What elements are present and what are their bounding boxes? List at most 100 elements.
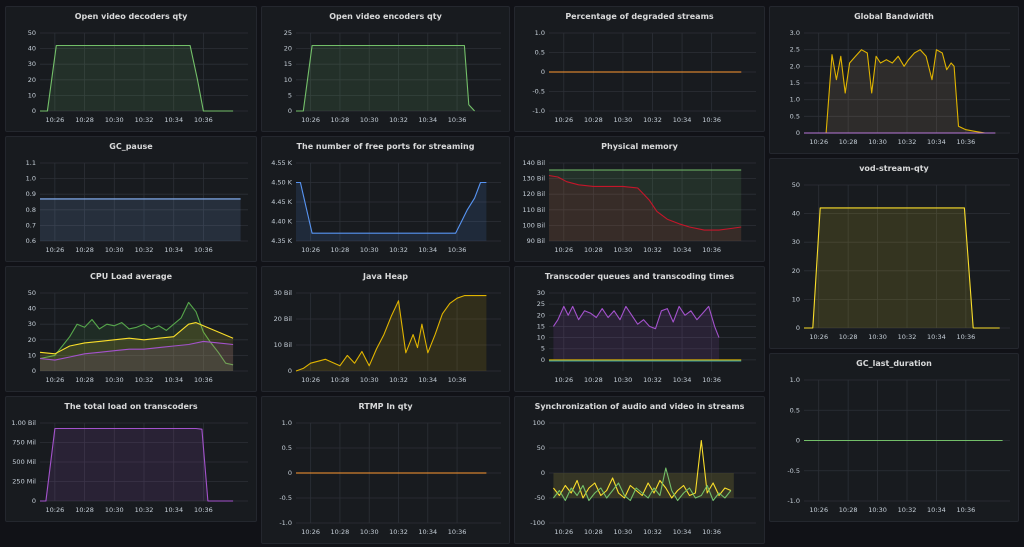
- panel-cpu-load[interactable]: CPU Load average 0 10 20 30 40 50 10:26 10:28 10…: [5, 266, 257, 392]
- y-tick-label: 4.45 K: [271, 198, 293, 206]
- y-tick-label: 20: [537, 311, 545, 319]
- y-tick-label: 0: [32, 367, 36, 375]
- panel-degraded-streams[interactable]: Percentage of degraded streams -1.0 -0.5 0…: [514, 6, 765, 132]
- panel-vod-stream-qty[interactable]: vod-stream-qty 0 10 20 30 40 50 10:26 10:28 10:3…: [769, 158, 1019, 349]
- y-tick-label: 0: [541, 356, 545, 364]
- x-tick-label: 10:26: [45, 376, 64, 384]
- x-tick-label: 10:36: [448, 528, 467, 536]
- y-tick-label: 20 Bil: [274, 315, 293, 323]
- panel-physical-memory[interactable]: Physical memory 90 Bil 100 Bil 110 Bil 120 …: [514, 136, 765, 262]
- y-tick-label: 50: [537, 444, 545, 452]
- y-tick-label: 4.55 K: [271, 159, 293, 167]
- x-tick-label: 10:26: [809, 333, 828, 341]
- x-tick-label: 10:28: [584, 116, 603, 124]
- y-tick-label: 25: [284, 29, 292, 37]
- chart-svg: 90 Bil 100 Bil 110 Bil 120 Bil 130 Bil 140 Bi…: [522, 159, 756, 254]
- x-tick-label: 10:34: [164, 506, 183, 514]
- x-tick-label: 10:26: [45, 116, 64, 124]
- y-tick-label: 130 Bil: [522, 175, 545, 183]
- y-tick-label: 30 Bil: [274, 289, 293, 297]
- series-line-0: [552, 305, 720, 338]
- panel-open-video-decoders[interactable]: Open video decoders qty 0 10 20 30 40 50 10:26…: [5, 6, 257, 132]
- y-tick-label: 40: [28, 45, 36, 53]
- x-tick-label: 10:28: [331, 116, 350, 124]
- y-tick-label: 30: [28, 320, 36, 328]
- y-tick-label: 15: [284, 60, 292, 68]
- x-tick-label: 10:26: [554, 116, 573, 124]
- x-tick-label: 10:36: [702, 528, 721, 536]
- panel-gc-last-duration[interactable]: GC_last_duration -1.0 -0.5 0 0.5 1.0 10:26 10:…: [769, 353, 1019, 522]
- y-tick-label: 110 Bil: [522, 206, 545, 214]
- chart-svg: -1.0 -0.5 0 0.5 1.0 10:26 10:28 10:30 10:32 10:34…: [787, 376, 1010, 514]
- y-tick-label: 0.7: [26, 221, 36, 229]
- x-tick-label: 10:26: [809, 506, 828, 514]
- y-tick-label: 30: [28, 60, 36, 68]
- chart-svg: -100 -50 0 50 100 10:26 10:28 10:30 10:32 10:34 10…: [530, 419, 756, 536]
- y-tick-label: 0: [796, 437, 800, 445]
- x-tick-label: 10:34: [927, 138, 946, 146]
- x-tick-label: 10:28: [75, 506, 94, 514]
- panel-open-video-encoders[interactable]: Open video encoders qty 0 5 10 15 20 25 10:26 1…: [261, 6, 510, 132]
- panel-transcoder-queues[interactable]: Transcoder queues and transcoding times …: [514, 266, 765, 392]
- series-line-0: [296, 181, 487, 234]
- y-tick-label: 120 Bil: [522, 190, 545, 198]
- y-tick-label: 10: [28, 351, 36, 359]
- x-tick-label: 10:30: [360, 246, 379, 254]
- y-tick-label: -0.5: [787, 467, 800, 475]
- x-tick-label: 10:34: [418, 116, 437, 124]
- panel-title: The number of free ports for streaming: [296, 142, 475, 151]
- series-line-0: [295, 295, 487, 372]
- panel-total-load-transcoders[interactable]: The total load on transcoders 0 250 Mil 50…: [5, 396, 257, 522]
- panel-global-bandwidth[interactable]: Global Bandwidth 0 0.5 1.0 1.5 2.0 2.5 3.0 10:2…: [769, 6, 1019, 154]
- y-tick-label: 250 Mil: [12, 478, 36, 486]
- y-tick-label: 5: [288, 91, 292, 99]
- y-tick-label: 100 Bil: [522, 221, 545, 229]
- y-tick-label: 1.00 Bil: [11, 419, 36, 427]
- panel-title: GC_last_duration: [856, 359, 932, 368]
- chart-svg: 0 250 Mil 500 Mil 750 Mil 1.00 Bil 10:26 10:28…: [11, 419, 248, 514]
- panel-title: RTMP In qty: [358, 402, 413, 411]
- y-tick-label: 50: [28, 289, 36, 297]
- x-tick-label: 10:34: [164, 376, 183, 384]
- x-tick-label: 10:30: [105, 116, 124, 124]
- panel-rtmp-in-qty[interactable]: RTMP In qty -1.0 -0.5 0 0.5 1.0 10:26 10:28 10:…: [261, 396, 510, 544]
- x-tick-label: 10:34: [673, 246, 692, 254]
- y-tick-label: 0.5: [535, 49, 545, 57]
- panel-title: CPU Load average: [89, 272, 173, 281]
- panel-java-heap[interactable]: Java Heap 0 10 Bil 20 Bil 30 Bil 10:26 10:28 1…: [261, 266, 510, 392]
- series-area-0: [553, 306, 719, 360]
- series-line-0: [40, 427, 234, 502]
- x-tick-label: 10:30: [614, 246, 633, 254]
- x-tick-label: 10:30: [614, 116, 633, 124]
- x-tick-label: 10:36: [702, 116, 721, 124]
- panel-free-ports[interactable]: The number of free ports for streaming 4…: [261, 136, 510, 262]
- x-tick-label: 10:36: [702, 246, 721, 254]
- series-line-0: [296, 44, 476, 112]
- x-tick-label: 10:32: [389, 528, 408, 536]
- y-tick-label: 0.5: [282, 444, 292, 452]
- y-tick-label: 0: [288, 367, 292, 375]
- y-tick-label: -100: [530, 519, 545, 527]
- y-tick-label: 30: [537, 289, 545, 297]
- panel-av-sync[interactable]: Synchronization of audio and video in st…: [514, 396, 765, 544]
- x-tick-label: 10:30: [105, 506, 124, 514]
- y-tick-label: 140 Bil: [522, 159, 545, 167]
- chart-svg: 0 5 10 15 20 25 10:26 10:28 10:30 10:32 10:34 10:36: [284, 29, 501, 124]
- y-tick-label: -50: [534, 494, 545, 502]
- chart-svg: 0 10 20 30 40 50 10:26 10:28 10:30 10:32 10:34 10:3…: [28, 29, 248, 124]
- y-tick-label: 1.0: [26, 175, 36, 183]
- panel-title: Percentage of degraded streams: [565, 12, 714, 21]
- panel-gc-pause[interactable]: GC_pause 0.6 0.7 0.8 0.9 1.0 1.1 10:26 10:28 10:…: [5, 136, 257, 262]
- series-line-0: [40, 44, 234, 112]
- x-tick-label: 10:26: [301, 116, 320, 124]
- y-tick-label: 1.5: [790, 79, 800, 87]
- series-area-0: [296, 45, 475, 111]
- x-tick-label: 10:26: [554, 246, 573, 254]
- y-tick-label: 90 Bil: [527, 237, 546, 245]
- y-tick-label: 40: [792, 210, 800, 218]
- chart-svg: 0 10 20 30 40 50 10:26 10:28 10:30 10:32 10:34 10:3…: [792, 181, 1010, 341]
- x-tick-label: 10:36: [956, 138, 975, 146]
- x-tick-label: 10:28: [839, 138, 858, 146]
- series-line-1: [552, 467, 732, 502]
- y-tick-label: 4.50 K: [271, 179, 293, 187]
